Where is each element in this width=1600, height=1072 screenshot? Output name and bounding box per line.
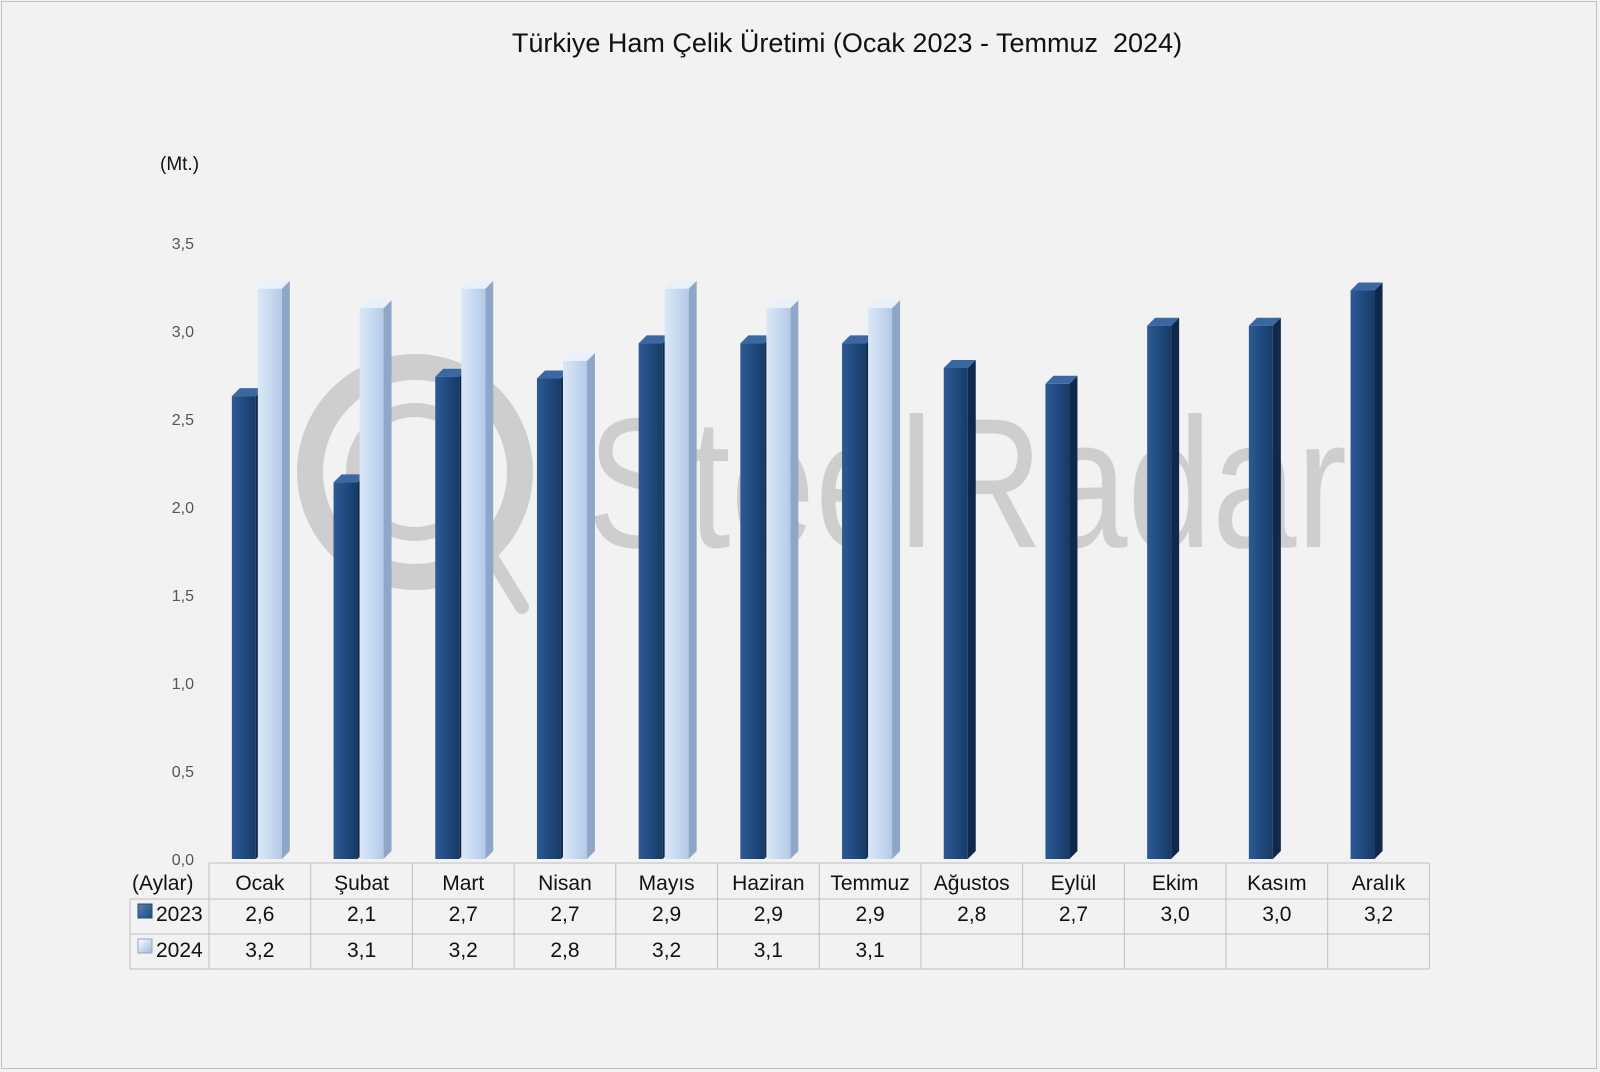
y-tick-label: 3,5 [172,236,194,253]
bar-2023-eylül [1045,375,1078,859]
bar-2023-ekim [1147,317,1180,860]
y-axis: 0,0 0,5 1,0 1,5 2,0 2,5 3,0 3,5 [172,236,194,869]
data-label-2024: 3,1 [347,939,376,962]
y-tick-label: 1,5 [172,588,194,605]
x-tick-label: Ocak [235,872,285,895]
legend-entry-2024: 2024 [156,939,203,962]
data-label-2023: 3,0 [1262,903,1291,926]
data-table: (Aylar) Ocak Şubat Mart Nisan Mayıs Haziran Tem… [129,862,1430,970]
data-label-2023: 2,9 [855,903,884,926]
legend-key-2023 [137,903,153,919]
legend-key-2024 [137,938,153,954]
bar-2024-nisan [562,352,595,859]
x-tick-label: Ekim [1152,872,1199,895]
bar-2024-ocak [257,280,290,859]
data-label-2023: 2,7 [449,903,478,926]
x-tick-label: Temmuz [830,872,909,895]
data-label-2023: 2,6 [245,903,274,926]
data-label-2023: 3,0 [1161,903,1190,926]
data-label-2024: 3,1 [855,939,884,962]
data-label-2024: 3,2 [245,939,274,962]
bar-2024-mayıs [664,280,697,859]
x-tick-label: Haziran [732,872,804,895]
y-axis-unit-label: (Mt.) [160,154,199,175]
data-label-2024: 2,8 [550,939,579,962]
bar-2024-mart [461,280,494,859]
x-tick-label: Kasım [1247,872,1307,895]
y-tick-label: 1,0 [172,676,194,693]
x-tick-label: Mayıs [639,872,695,895]
category-header-label: (Aylar) [132,872,193,895]
x-tick-label: Ağustos [934,872,1010,895]
chart-title: Türkiye Ham Çelik Üretimi (Ocak 2023 - T… [512,28,1182,58]
bar-2023-ocak [231,388,264,859]
bar-2024-temmuz [868,300,901,859]
data-label-2023: 2,7 [550,903,579,926]
y-tick-label: 0,0 [172,852,194,869]
data-label-2023: 2,7 [1059,903,1088,926]
bars-group [231,280,1383,860]
bar-2023-aralık [1350,282,1383,859]
bar-2023-kasım [1248,317,1281,860]
data-label-2023: 2,9 [652,903,681,926]
x-tick-label: Nisan [538,872,592,895]
x-tick-label: Eylül [1051,872,1097,895]
y-tick-label: 3,0 [172,324,194,341]
x-tick-label: Aralık [1352,872,1406,895]
y-tick-label: 0,5 [172,764,194,781]
bar-2023-ağustos [943,359,976,859]
data-label-2024: 3,2 [652,939,681,962]
x-tick-label: Mart [442,872,484,895]
x-tick-label: Şubat [334,872,389,895]
bar-2024-haziran [766,300,799,859]
data-label-2023: 2,1 [347,903,376,926]
data-label-2023: 2,8 [957,903,986,926]
data-label-2024: 3,1 [754,939,783,962]
data-label-2024: 3,2 [449,939,478,962]
data-label-2023: 3,2 [1364,903,1393,926]
y-tick-label: 2,0 [172,500,194,517]
legend-entry-2023: 2023 [156,903,203,926]
bar-2024-şubat [359,300,392,859]
y-tick-label: 2,5 [172,412,194,429]
data-label-2023: 2,9 [754,903,783,926]
